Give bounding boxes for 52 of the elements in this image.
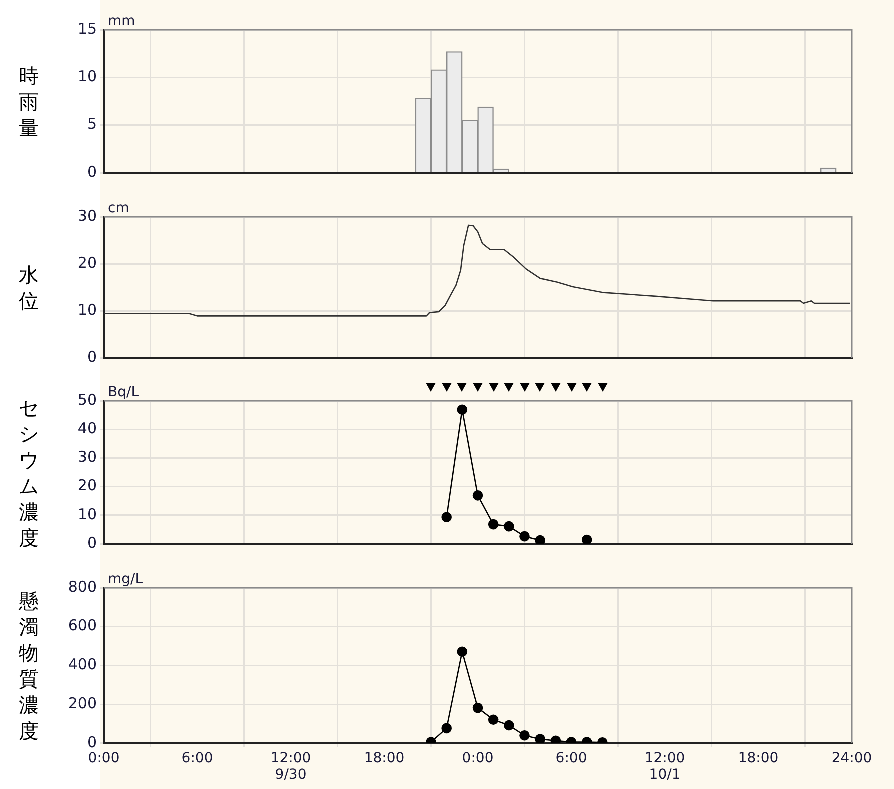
y-tick-label: 0 [87, 348, 97, 366]
y-axis-title: 懸濁物質濃度 [18, 588, 40, 744]
y-axis-title: 水位 [18, 262, 40, 314]
y-tick-label: 40 [78, 419, 97, 438]
x-tick-label: 18:00 [364, 750, 405, 766]
text: Bq/L [108, 384, 140, 401]
text: mm [108, 14, 136, 30]
text: mg/L [108, 572, 144, 588]
y-tick-label: 30 [78, 206, 97, 225]
point [550, 736, 562, 744]
point [457, 646, 468, 658]
point [504, 521, 514, 532]
point [535, 734, 546, 744]
point [520, 730, 530, 741]
point [472, 702, 484, 714]
y-tick-label: 15 [78, 20, 97, 38]
x-tick-label: 12:00 9/30 [270, 750, 312, 784]
y-tick-label: 20 [78, 254, 97, 272]
y-tick-label: 20 [78, 476, 97, 495]
y-tick-label: 600 [68, 616, 97, 635]
y-axis-title: 時雨量 [18, 62, 40, 140]
y-tick-label: 10 [78, 505, 97, 524]
x-tick-label: 0:00 [462, 750, 494, 766]
y-tick-label: 10 [78, 300, 97, 319]
y-tick-label: 10 [78, 68, 97, 86]
y-tick-label: 0 [87, 162, 97, 181]
y-tick-label: 0 [87, 733, 97, 752]
point [488, 714, 499, 726]
point [520, 531, 530, 542]
y-tick-label: 200 [68, 694, 97, 712]
x-tick-label: 18:00 [738, 750, 779, 766]
x-tick-label: 0:00 [88, 750, 120, 766]
x-tick-label: 6:00 [556, 750, 588, 766]
point [472, 490, 484, 501]
point [457, 404, 468, 416]
x-tick-label: 6:00 [182, 750, 214, 766]
point [442, 512, 452, 523]
y-axis-title: セシウム濃度 [18, 394, 40, 550]
point [504, 720, 514, 731]
point [488, 519, 499, 530]
y-tick-label: 5 [87, 115, 97, 134]
y-tick-label: 800 [68, 578, 97, 596]
x-tick-label: 12:00 10/1 [644, 750, 686, 784]
y-tick-label: 50 [78, 390, 97, 409]
point [535, 535, 546, 544]
y-tick-label: 400 [68, 656, 97, 674]
x-tick-label: 24:00 [832, 750, 872, 766]
y-tick-label: 30 [78, 448, 97, 466]
text: cm [108, 200, 130, 217]
point [582, 534, 592, 544]
y-tick-label: 0 [87, 534, 97, 552]
point [442, 723, 452, 734]
